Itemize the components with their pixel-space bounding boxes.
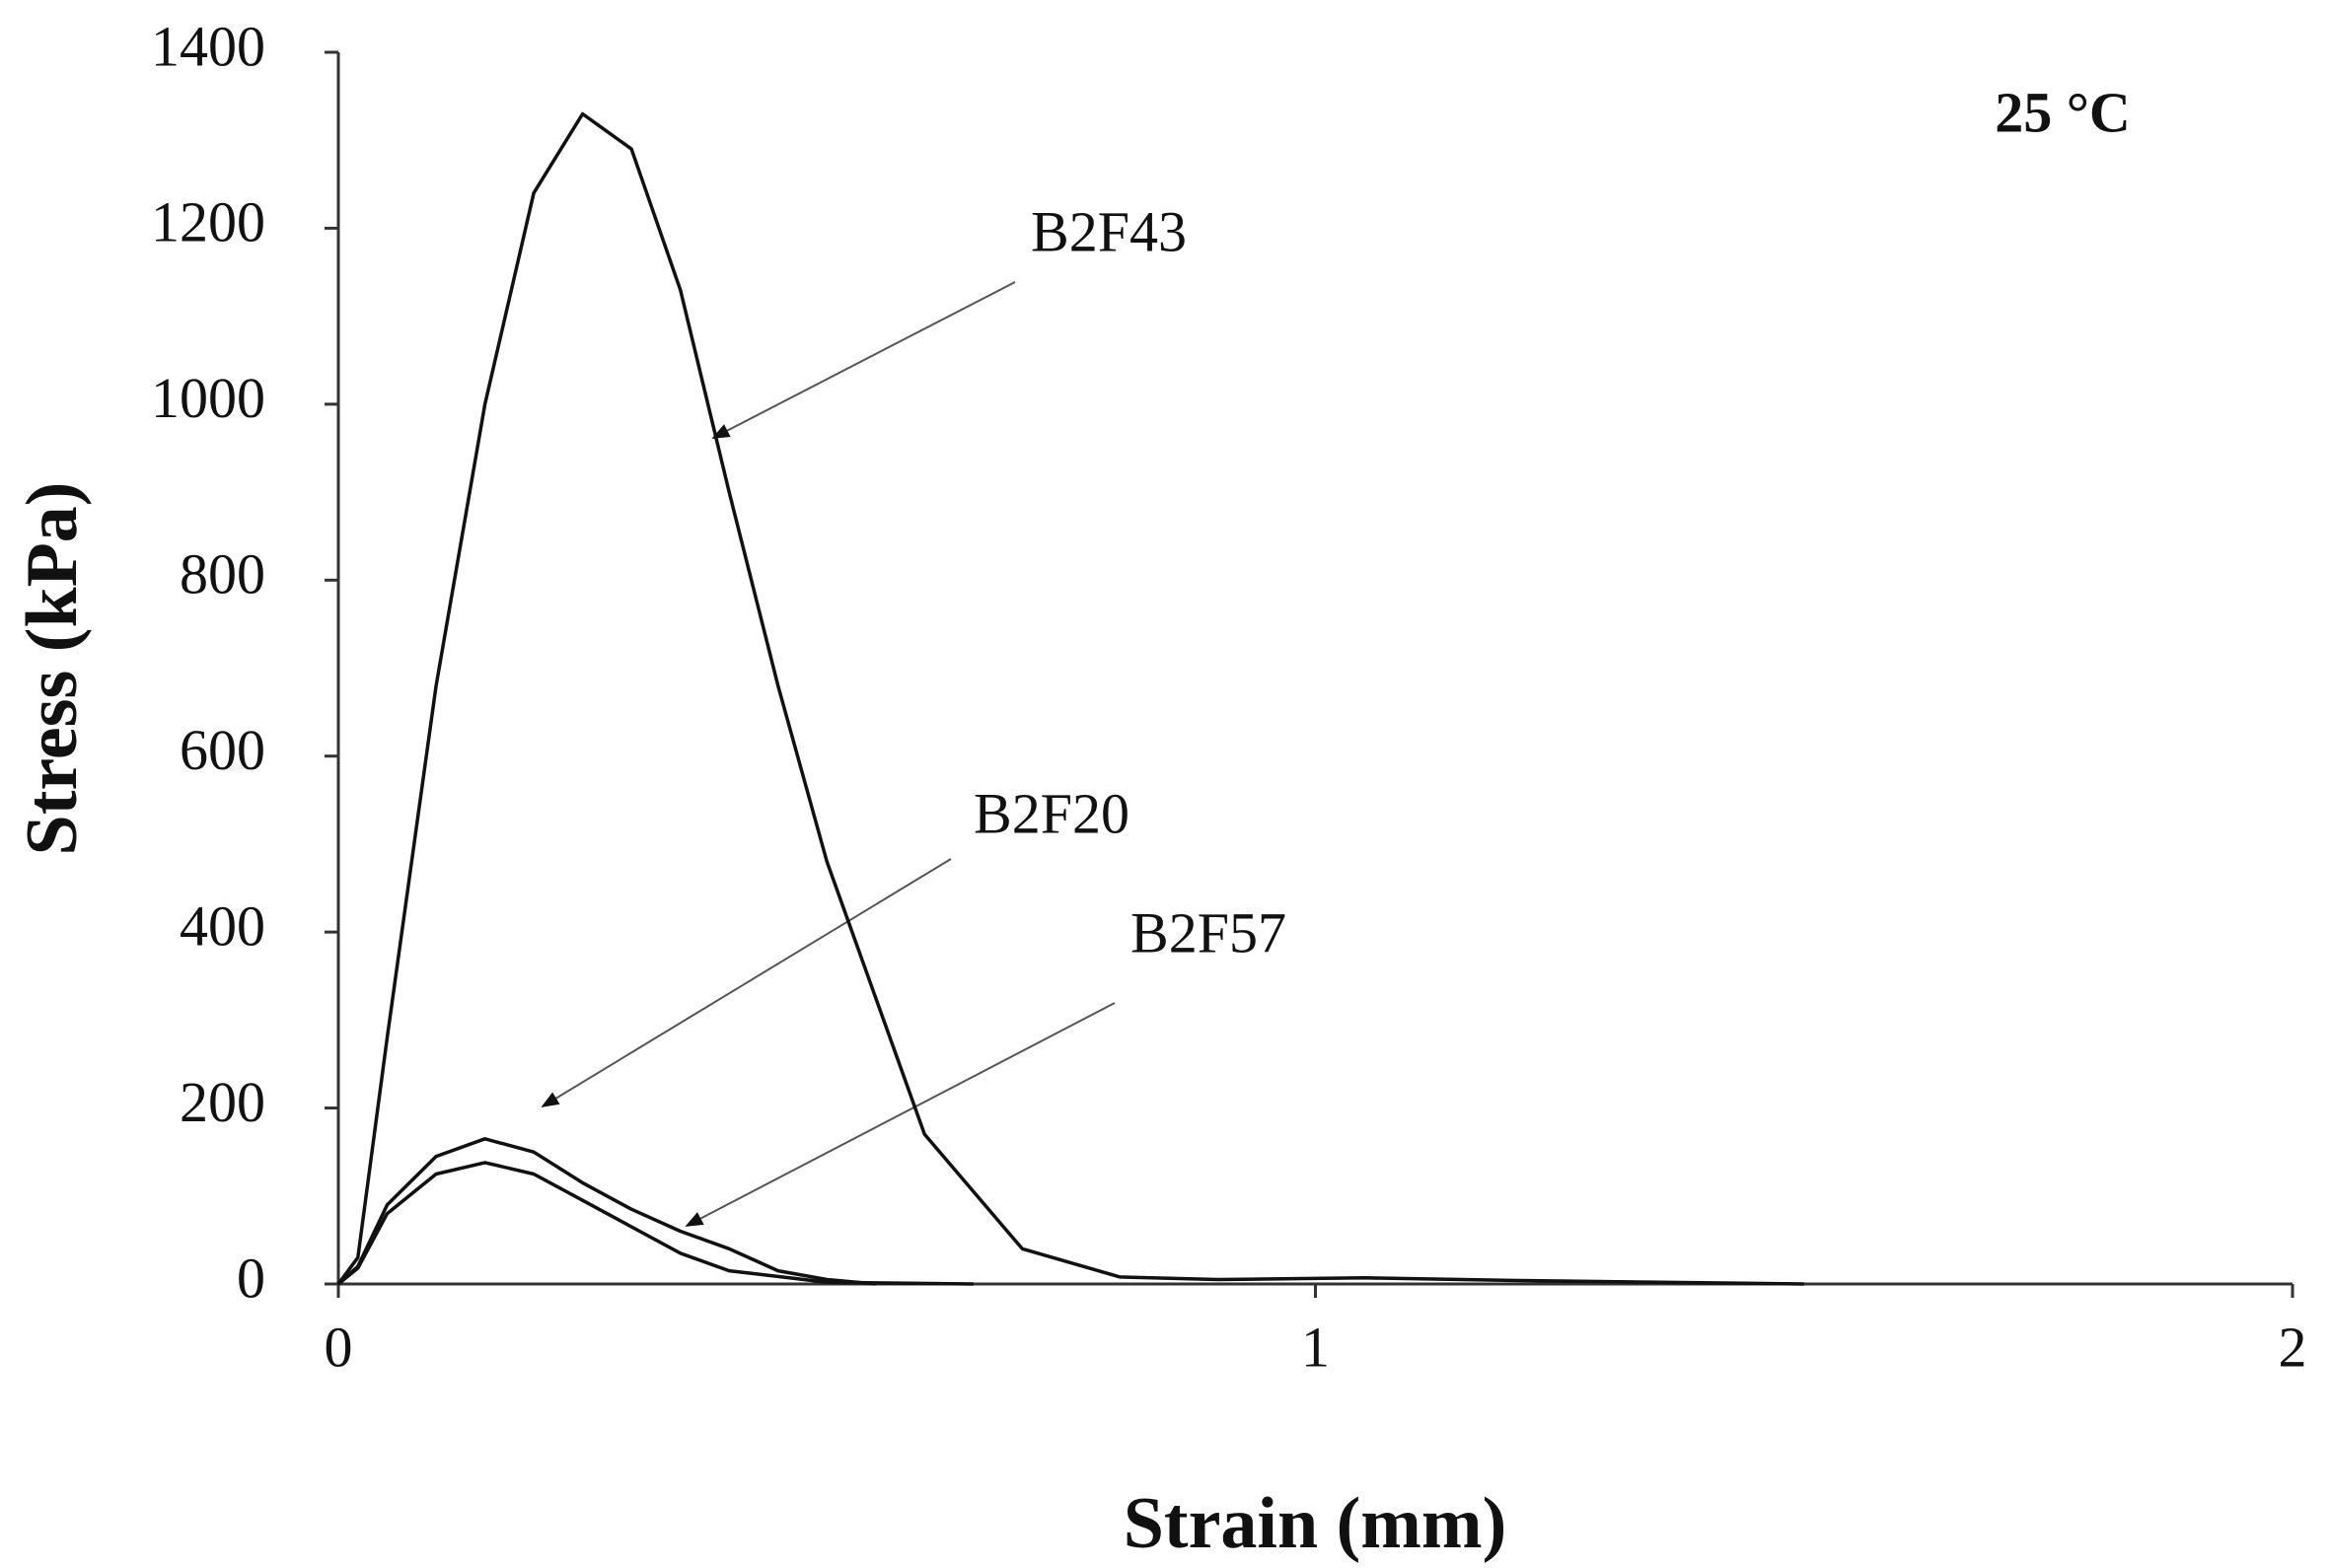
y-tick-label: 400 bbox=[180, 893, 265, 958]
annotation-arrow bbox=[541, 858, 952, 1107]
y-tick-label: 200 bbox=[180, 1070, 265, 1134]
series-line bbox=[336, 1161, 974, 1286]
annotation-arrow bbox=[711, 281, 1016, 439]
y-tick-label: 0 bbox=[237, 1246, 265, 1310]
y-tick-label: 1200 bbox=[151, 190, 265, 254]
series-label: B2F20 bbox=[974, 781, 1129, 845]
series-label: B2F43 bbox=[1031, 199, 1187, 263]
series-line bbox=[336, 111, 1804, 1286]
series-label: B2F57 bbox=[1130, 900, 1286, 964]
y-axis-title: Stress (kPa) bbox=[12, 482, 93, 856]
temperature-annotation: 25 °C bbox=[1995, 80, 2131, 144]
series-line bbox=[336, 1137, 876, 1286]
x-axis-title: Strain (mm) bbox=[1124, 1483, 1506, 1564]
y-tick-label: 1400 bbox=[151, 14, 265, 78]
y-tick-label: 1000 bbox=[151, 366, 265, 430]
x-tick-label: 2 bbox=[2279, 1315, 2307, 1379]
x-tick-label: 1 bbox=[1301, 1315, 1330, 1379]
annotation-arrow bbox=[685, 1002, 1116, 1227]
y-tick-label: 800 bbox=[180, 542, 265, 606]
y-tick-label: 600 bbox=[180, 718, 265, 782]
x-tick-label: 0 bbox=[325, 1315, 353, 1379]
